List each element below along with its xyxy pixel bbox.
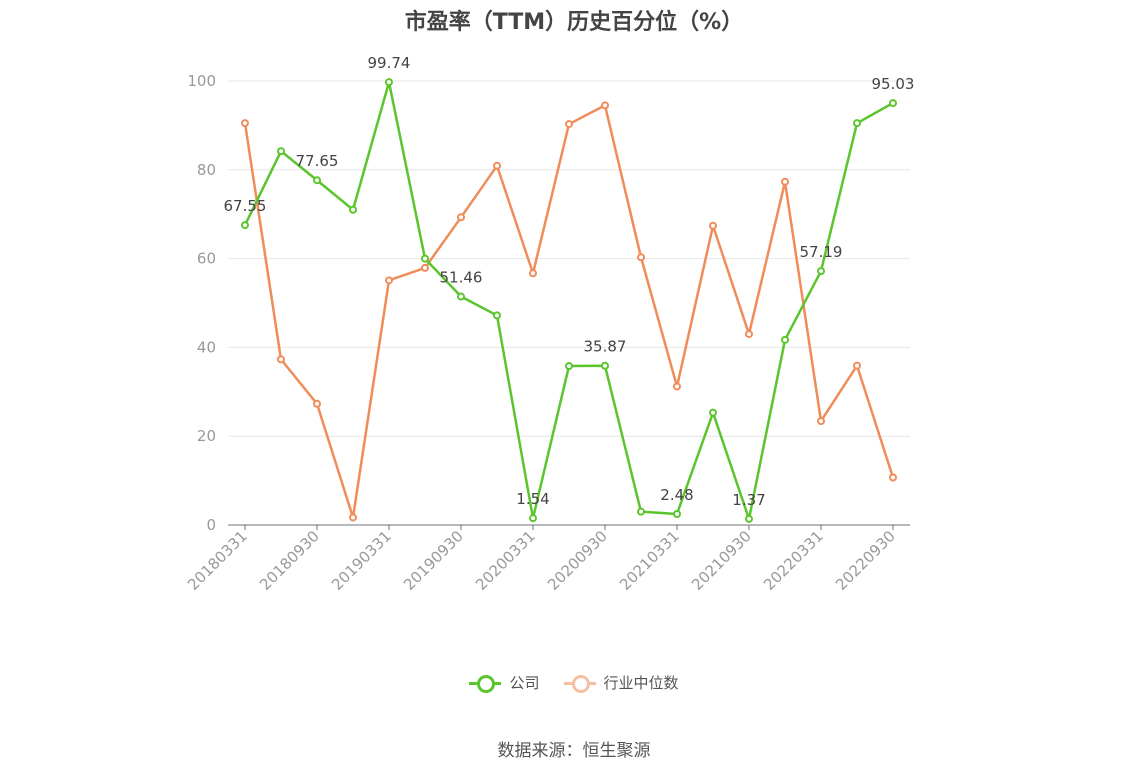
data-point-company [709,408,717,417]
data-point-industry-median [457,213,465,222]
x-tick-label: 20210331 [616,527,683,594]
legend-label-industry-median: 行业中位数 [603,674,679,692]
legend-item-industry-median[interactable]: 行业中位数 [563,672,679,693]
data-point-industry-median [853,361,861,370]
x-tick-label: 20200331 [472,527,539,594]
data-label: 1.54 [516,490,549,508]
legend-item-company[interactable]: 公司 [469,672,540,693]
data-label: 67.55 [224,197,267,215]
x-tick-label: 20180930 [256,527,323,594]
y-tick-label: 100 [187,72,216,90]
data-point-industry-median [601,101,609,110]
y-axis: 0 20 40 60 80 100 [187,72,216,534]
series-line-industry-median [243,104,895,519]
y-tick-label: 40 [197,338,216,356]
data-point-industry-median [385,276,393,285]
data-label: 2.48 [660,486,693,504]
data-point-industry-median [565,120,573,129]
data-point-industry-median [673,382,681,391]
data-label: 35.87 [584,338,627,356]
data-point-company [385,78,393,87]
data-point-company [745,514,753,523]
data-point-industry-median [421,263,429,272]
data-point-industry-median [889,473,897,482]
legend: 公司 行业中位数 [0,672,1148,693]
data-point-company [277,147,285,156]
data-point-company [241,221,249,230]
data-point-industry-median [781,177,789,186]
data-point-industry-median [313,399,321,408]
data-point-company [817,267,825,276]
legend-swatch-industry-median [563,674,596,693]
x-tick-label: 20190331 [328,527,395,594]
data-point-company [493,311,501,320]
data-point-company [853,119,861,128]
data-source: 数据来源：恒生聚源 [497,741,651,761]
data-labels: 67.55 77.65 99.74 51.46 1.54 35.87 2.48 1.37 57.… [224,54,915,509]
data-point-industry-median [817,417,825,426]
x-tick-label: 20190930 [400,527,467,594]
x-tick-label: 20220331 [760,527,827,594]
data-label: 1.37 [732,491,765,509]
data-point-company [349,205,357,214]
x-tick-label: 20180331 [184,527,251,594]
x-tick-label: 20220930 [832,527,899,594]
x-tick-label: 20200930 [544,527,611,594]
data-point-industry-median [277,355,285,364]
data-label: 51.46 [440,269,483,287]
data-label: 95.03 [872,75,915,93]
legend-swatch-company [469,674,502,693]
data-point-industry-median [349,513,357,522]
y-tick-label: 20 [197,427,216,445]
data-point-industry-median [241,119,249,128]
data-point-company [889,99,897,108]
y-tick-label: 60 [197,250,216,268]
data-point-company [601,361,609,370]
data-label: 77.65 [296,152,339,170]
data-label: 99.74 [368,54,411,72]
data-label: 57.19 [800,243,843,261]
chart-title: 市盈率（TTM）历史百分位（%） [404,10,744,35]
x-axis: 20180331 20180930 20190331 20190930 20200331… [184,524,910,594]
x-tick-label: 20210930 [688,527,755,594]
y-tick-label: 80 [197,161,216,179]
data-point-industry-median [745,330,753,339]
series-layer [241,78,897,523]
data-point-company [781,335,789,344]
data-point-company [673,509,681,518]
data-point-industry-median [709,221,717,230]
data-point-industry-median [637,253,645,262]
data-point-company [457,292,465,301]
series-line-company [243,80,894,521]
data-point-company [313,176,321,185]
y-tick-label: 0 [206,516,216,534]
data-point-industry-median [493,161,501,170]
data-point-company [421,254,429,263]
data-point-company [565,362,573,371]
line-chart: 0 20 40 60 80 100 20180331 20180930 20190331 201… [184,54,915,594]
data-point-company [637,507,645,516]
data-point-industry-median [529,269,537,278]
legend-label-company: 公司 [509,674,540,692]
data-point-company [529,514,537,523]
